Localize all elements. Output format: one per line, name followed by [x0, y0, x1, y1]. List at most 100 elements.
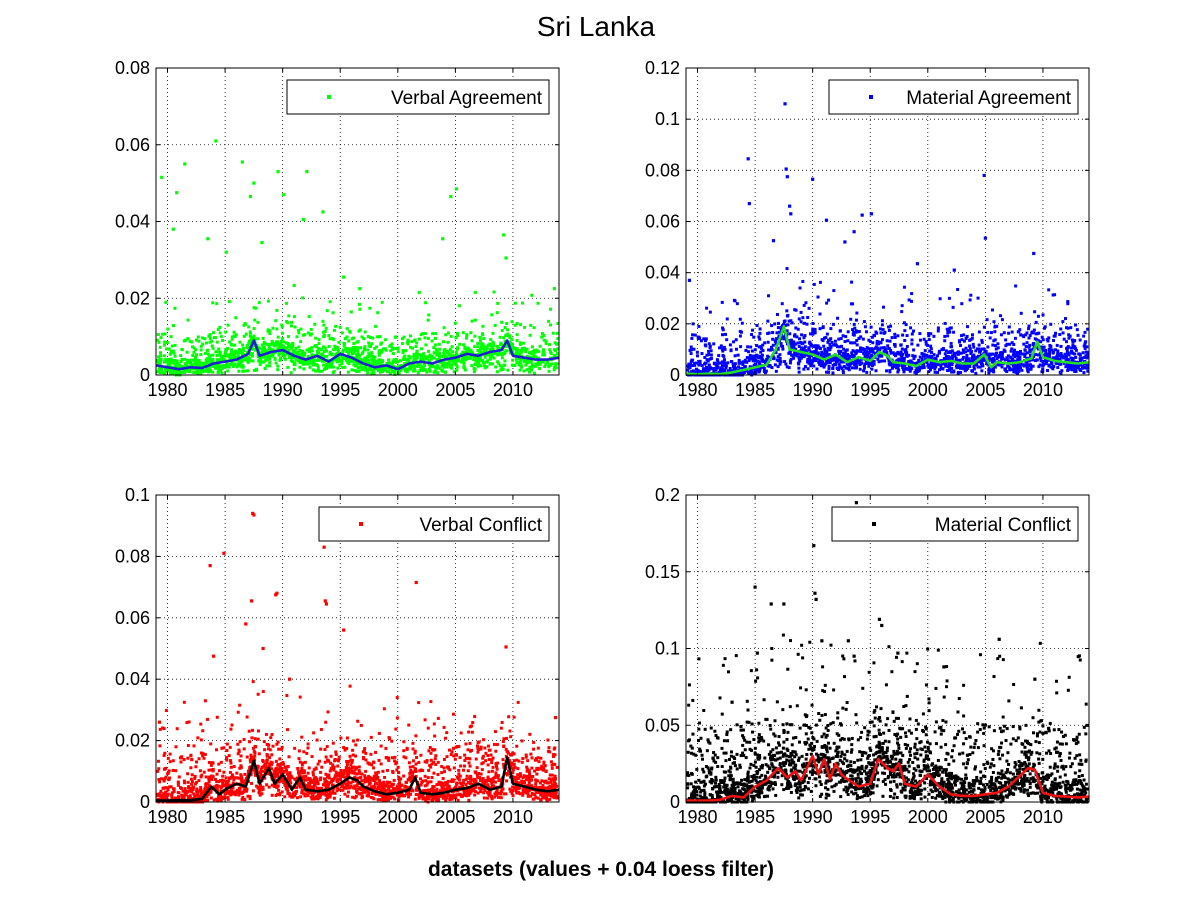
data-point	[458, 342, 462, 346]
data-point	[894, 354, 898, 358]
data-point	[1010, 341, 1014, 345]
data-point	[801, 279, 805, 283]
data-point	[758, 327, 762, 331]
data-point	[840, 344, 844, 348]
data-point	[833, 343, 837, 347]
data-point	[267, 343, 271, 347]
data-point	[751, 328, 755, 332]
data-point	[286, 334, 290, 338]
data-point	[468, 725, 472, 729]
data-point	[499, 368, 503, 372]
data-point	[794, 342, 798, 346]
data-point	[351, 739, 355, 743]
data-point	[319, 770, 323, 774]
data-point	[172, 368, 176, 372]
data-point	[240, 797, 244, 801]
data-point	[434, 332, 438, 336]
data-point	[1060, 369, 1064, 373]
data-point	[268, 332, 272, 336]
data-point	[370, 351, 374, 355]
data-point	[917, 369, 921, 373]
data-point	[380, 341, 384, 345]
data-point	[929, 344, 933, 348]
legend-label: Verbal Agreement	[391, 88, 543, 109]
data-point	[486, 763, 490, 767]
data-point	[827, 365, 831, 369]
data-point	[812, 358, 816, 362]
data-point	[276, 347, 280, 351]
data-point	[941, 367, 945, 371]
data-point	[722, 345, 726, 349]
data-point	[740, 321, 744, 325]
data-point	[167, 358, 171, 362]
data-point	[797, 370, 801, 374]
data-point	[286, 321, 290, 325]
data-point	[356, 349, 360, 353]
data-point	[1061, 320, 1065, 324]
data-point	[940, 362, 944, 366]
data-point	[854, 352, 858, 356]
data-point	[1074, 323, 1078, 327]
data-point	[226, 323, 230, 327]
data-point	[930, 365, 934, 369]
data-point	[541, 360, 545, 364]
data-point	[295, 335, 299, 339]
data-point	[511, 788, 515, 792]
data-point	[320, 765, 324, 769]
data-point	[161, 332, 165, 336]
y-tick-label: 0.06	[645, 212, 680, 232]
data-point	[304, 362, 308, 366]
data-point	[1016, 354, 1020, 358]
data-point	[528, 351, 532, 355]
data-point	[446, 331, 450, 335]
data-point	[411, 346, 415, 350]
data-point	[253, 318, 257, 322]
data-point	[189, 782, 193, 786]
data-point	[473, 334, 477, 338]
data-point	[166, 756, 170, 760]
data-point	[174, 370, 178, 374]
data-point	[242, 738, 246, 742]
data-point	[319, 347, 323, 351]
data-point	[838, 365, 842, 369]
data-point	[824, 362, 828, 366]
data-point	[704, 337, 708, 341]
data-point	[257, 301, 261, 305]
data-point	[376, 798, 380, 802]
data-point-outlier	[358, 287, 362, 291]
data-point-outlier	[160, 175, 164, 179]
data-point	[1012, 343, 1016, 347]
data-point	[183, 357, 187, 361]
data-point	[430, 762, 434, 766]
data-point	[280, 790, 284, 794]
data-point	[871, 341, 875, 345]
data-point	[786, 313, 790, 317]
data-point	[805, 353, 809, 357]
data-point	[800, 342, 804, 346]
data-point	[466, 346, 470, 350]
data-point	[402, 358, 406, 362]
data-point	[278, 345, 282, 349]
data-point	[966, 349, 970, 353]
data-point	[366, 371, 370, 375]
data-point	[1078, 367, 1082, 371]
data-point	[457, 772, 461, 776]
data-point	[473, 318, 477, 322]
data-point	[886, 344, 890, 348]
data-point	[396, 350, 400, 354]
data-point	[523, 781, 527, 785]
data-point	[720, 364, 724, 368]
data-point	[432, 771, 436, 775]
data-point	[164, 359, 168, 363]
panel-verbal-conflict: 1980 1985 1990 1995 2000 2005 201000.020.040.0…	[115, 485, 560, 827]
data-point	[766, 332, 770, 336]
data-point	[530, 355, 534, 359]
data-point	[544, 341, 548, 345]
data-point	[477, 361, 481, 365]
data-point	[753, 362, 757, 366]
data-point	[544, 769, 548, 773]
data-point	[718, 361, 722, 365]
data-point	[455, 347, 459, 351]
data-point	[350, 761, 354, 765]
data-point	[405, 746, 409, 750]
